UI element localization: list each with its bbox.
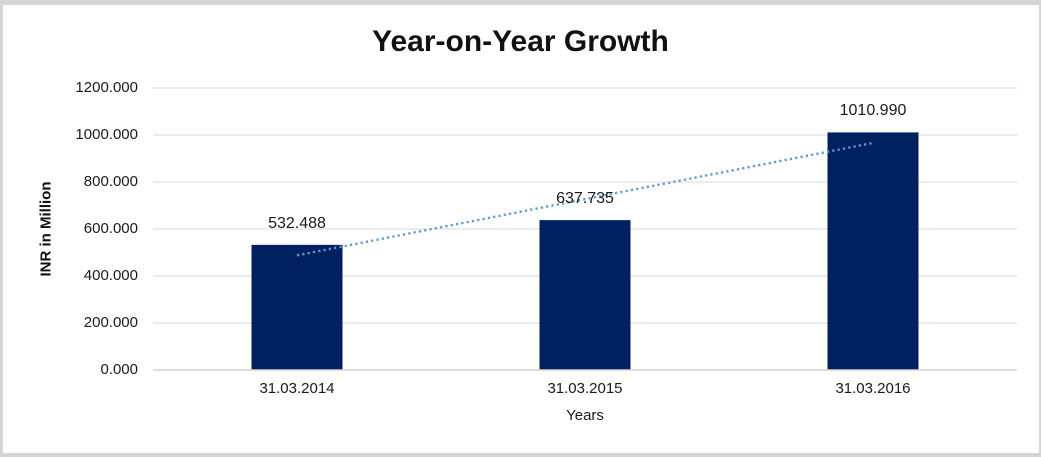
y-tick-label: 1200.000 <box>75 79 138 96</box>
bar-value-label: 1010.990 <box>839 102 907 120</box>
bar-value-label: 637.735 <box>556 190 614 208</box>
x-category-label: 31.03.2016 <box>835 380 911 397</box>
bar-31.03.2015 <box>539 220 631 370</box>
y-tick-label: 200.000 <box>83 314 138 331</box>
trendline <box>296 141 874 257</box>
bar-value-label: 532.488 <box>268 214 326 232</box>
y-tick-label: 1000.000 <box>75 126 138 143</box>
y-tick-label: 400.000 <box>83 267 138 284</box>
bar-31.03.2016 <box>827 132 919 370</box>
y-tick-label: 600.000 <box>83 220 138 237</box>
y-tick-label: 800.000 <box>83 173 138 190</box>
bar-31.03.2014 <box>251 244 343 370</box>
x-category-label: 31.03.2014 <box>259 380 335 397</box>
y-tick-label: 0.000 <box>100 361 138 378</box>
x-axis-title: Years <box>566 407 604 424</box>
x-category-label: 31.03.2015 <box>547 380 623 397</box>
chart-title: Year-on-Year Growth <box>372 25 669 58</box>
